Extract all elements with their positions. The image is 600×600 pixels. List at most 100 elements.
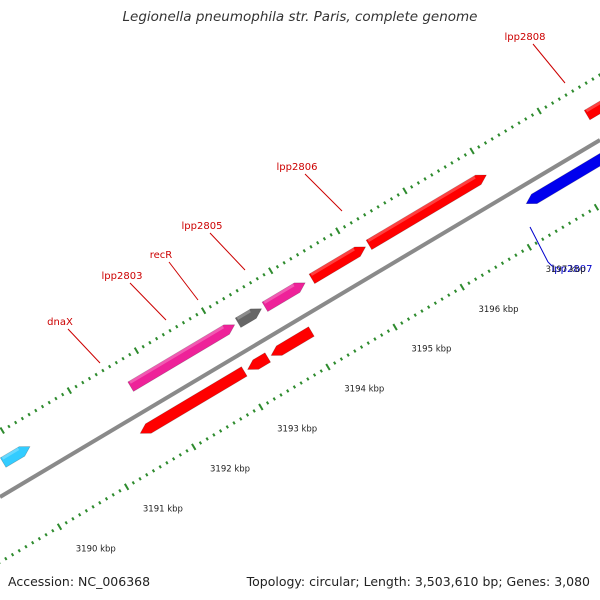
upper-tick (544, 105, 548, 109)
upper-tick (222, 296, 226, 301)
upper-tick (322, 237, 327, 241)
recR-leader-line (168, 261, 199, 301)
upper-tick (517, 121, 521, 125)
lower-tick (386, 329, 391, 333)
lower-tick (71, 516, 75, 521)
upper-tick (66, 387, 73, 395)
upper-tick (536, 107, 542, 115)
upper-tick (349, 221, 353, 225)
upper-tick (87, 376, 92, 381)
lower-tick (406, 317, 411, 321)
lower-tick (218, 429, 223, 433)
g-dnaX-gene (127, 324, 236, 392)
lower-tick (31, 540, 35, 545)
upper-tick (0, 426, 5, 435)
upper-tick (208, 304, 212, 309)
lower-tick (24, 544, 28, 549)
upper-tick (94, 372, 98, 377)
lower-tick (286, 389, 290, 393)
lpp2807-leader-line (529, 226, 553, 267)
kbp-label-3191: 3191 kbp (143, 504, 183, 514)
lower-tick (541, 237, 545, 242)
upper-tick (215, 300, 219, 305)
upper-tick (497, 133, 501, 137)
upper-tick (74, 384, 78, 389)
upper-tick (188, 316, 192, 321)
lower-tick (252, 409, 256, 413)
upper-tick (356, 217, 360, 221)
lower-tick (392, 323, 398, 331)
upper-tick (289, 256, 293, 261)
g-lpp2806-highlight (367, 175, 476, 242)
kbp-label-3196: 3196 kbp (478, 305, 518, 315)
lower-tick (325, 363, 331, 371)
backbone-layer (0, 138, 600, 499)
lower-tick (118, 489, 122, 493)
kbp-label-3194: 3194 kbp (344, 385, 384, 395)
lpp2803-label: lpp2803 (102, 271, 143, 282)
g-lpp2806-gene (365, 174, 487, 251)
upper-tick (168, 328, 172, 333)
upper-tick (121, 356, 125, 361)
lower-tick (459, 283, 465, 291)
upper-tick (571, 89, 575, 93)
lower-tick (453, 289, 458, 293)
lpp2803-leader-line (129, 282, 167, 321)
g-lpp2803-highlight (236, 309, 251, 320)
lower-tick (245, 413, 250, 417)
dnaX-label: dnaX (47, 317, 73, 328)
lower-tick (574, 217, 578, 222)
lpp2805-leader-line (209, 232, 246, 271)
g-lpp2808-highlight (585, 101, 600, 113)
upper-tick (450, 161, 454, 165)
lower-tick (225, 425, 229, 429)
lower-tick (145, 473, 149, 477)
gene-layer (0, 100, 600, 468)
upper-tick (329, 233, 333, 237)
upper-tick (302, 248, 306, 253)
lower-tick (474, 277, 478, 281)
upper-tick (295, 252, 300, 257)
lower-tick (279, 393, 283, 397)
lower-tick (78, 512, 82, 517)
upper-tick (564, 93, 568, 97)
upper-tick (181, 320, 186, 325)
upper-tick (591, 77, 595, 81)
lower-tick (272, 397, 276, 401)
lower-tick (131, 481, 135, 485)
upper-tick (154, 336, 159, 341)
upper-tick (200, 307, 207, 315)
lower-tick (306, 377, 310, 381)
upper-tick (389, 197, 394, 201)
upper-tick (342, 225, 347, 229)
lower-tick (440, 297, 444, 301)
lower-tick (10, 552, 15, 557)
genome-summary-text: Topology: circular; Length: 3,503,610 bp… (246, 574, 590, 589)
g-lpp2803-gene (234, 308, 263, 328)
g-lpp2805-gene (308, 246, 367, 284)
lower-tick (158, 465, 162, 469)
lower-tick (44, 532, 48, 537)
lower-tick (339, 357, 344, 361)
lower-tick (239, 417, 243, 421)
upper-tick (376, 205, 380, 209)
upper-tick (577, 85, 582, 89)
upper-tick (148, 340, 152, 345)
upper-tick (275, 264, 280, 269)
lower-tick (413, 313, 417, 317)
kbp-label-3192: 3192 kbp (210, 465, 250, 475)
upper-tick (410, 185, 414, 189)
lower-tick (178, 453, 182, 457)
accession-text: Accession: NC_006368 (8, 574, 151, 589)
lower-tick (420, 309, 424, 313)
g-lpp2808-gene (583, 100, 600, 121)
upper-tick (423, 177, 427, 181)
upper-tick (430, 173, 434, 177)
lower-tick (400, 321, 404, 325)
upper-tick (81, 380, 85, 385)
upper-tick (47, 400, 51, 405)
lower-tick (554, 229, 558, 234)
upper-tick (268, 267, 274, 275)
lower-tick (487, 269, 491, 273)
